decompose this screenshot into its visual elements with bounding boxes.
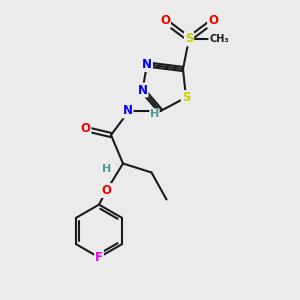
Text: H: H bbox=[102, 164, 111, 175]
Text: H: H bbox=[150, 109, 159, 119]
Text: F: F bbox=[95, 251, 103, 264]
Text: O: O bbox=[80, 122, 91, 136]
Text: CH₃: CH₃ bbox=[209, 34, 229, 44]
Text: N: N bbox=[122, 104, 133, 118]
Text: S: S bbox=[182, 91, 190, 104]
Text: O: O bbox=[160, 14, 170, 28]
Text: N: N bbox=[142, 58, 152, 71]
Text: O: O bbox=[101, 184, 112, 197]
Text: O: O bbox=[208, 14, 218, 28]
Text: S: S bbox=[185, 32, 193, 46]
Text: N: N bbox=[137, 83, 148, 97]
